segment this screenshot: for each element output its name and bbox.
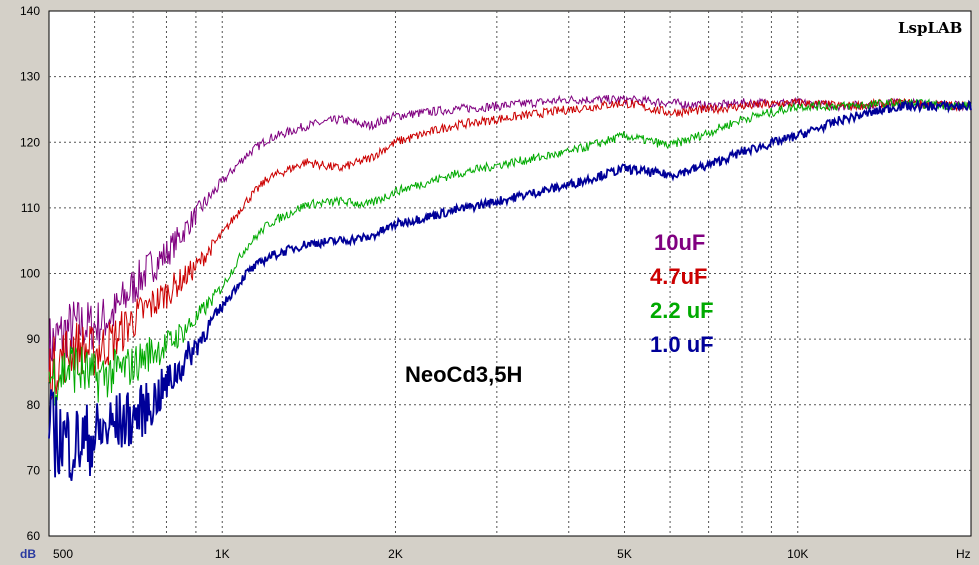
series-layer <box>48 94 972 481</box>
series-line <box>48 97 972 406</box>
y-tick-label: 140 <box>20 4 40 18</box>
y-tick-label: 70 <box>27 463 41 477</box>
y-tick-label: 120 <box>20 135 40 149</box>
y-tick-label: 100 <box>20 267 40 281</box>
legend-entry: 10uF <box>654 230 705 255</box>
watermark-logo: LspLAB <box>898 19 962 37</box>
x-tick-label: 500 <box>53 547 73 561</box>
legend: 10uF 4.7uF 2.2 uF 1.0 uF <box>650 230 714 357</box>
x-tick-label: 5K <box>617 547 632 561</box>
x-tick-labels: 500 1K 2K 5K 10K <box>53 547 808 561</box>
series-line <box>48 97 972 401</box>
y-tick-label: 130 <box>20 70 40 84</box>
legend-entry: 2.2 uF <box>650 298 714 323</box>
x-tick-label: 1K <box>215 547 230 561</box>
x-tick-label: 2K <box>388 547 403 561</box>
y-tick-label: 60 <box>27 529 41 543</box>
grid-lines <box>49 11 971 536</box>
x-unit-label: Hz <box>956 547 971 561</box>
y-tick-labels: 60 70 80 90 100 110 120 130 140 <box>20 4 40 543</box>
y-tick-label: 90 <box>27 332 41 346</box>
y-tick-label: 110 <box>21 201 40 215</box>
legend-entry: 4.7uF <box>650 264 707 289</box>
y-unit-label: dB <box>20 547 36 561</box>
y-tick-label: 80 <box>27 398 41 412</box>
series-line <box>48 99 972 481</box>
legend-entry: 1.0 uF <box>650 332 714 357</box>
chart-title: NeoCd3,5H <box>405 362 522 387</box>
x-tick-label: 10K <box>787 547 808 561</box>
